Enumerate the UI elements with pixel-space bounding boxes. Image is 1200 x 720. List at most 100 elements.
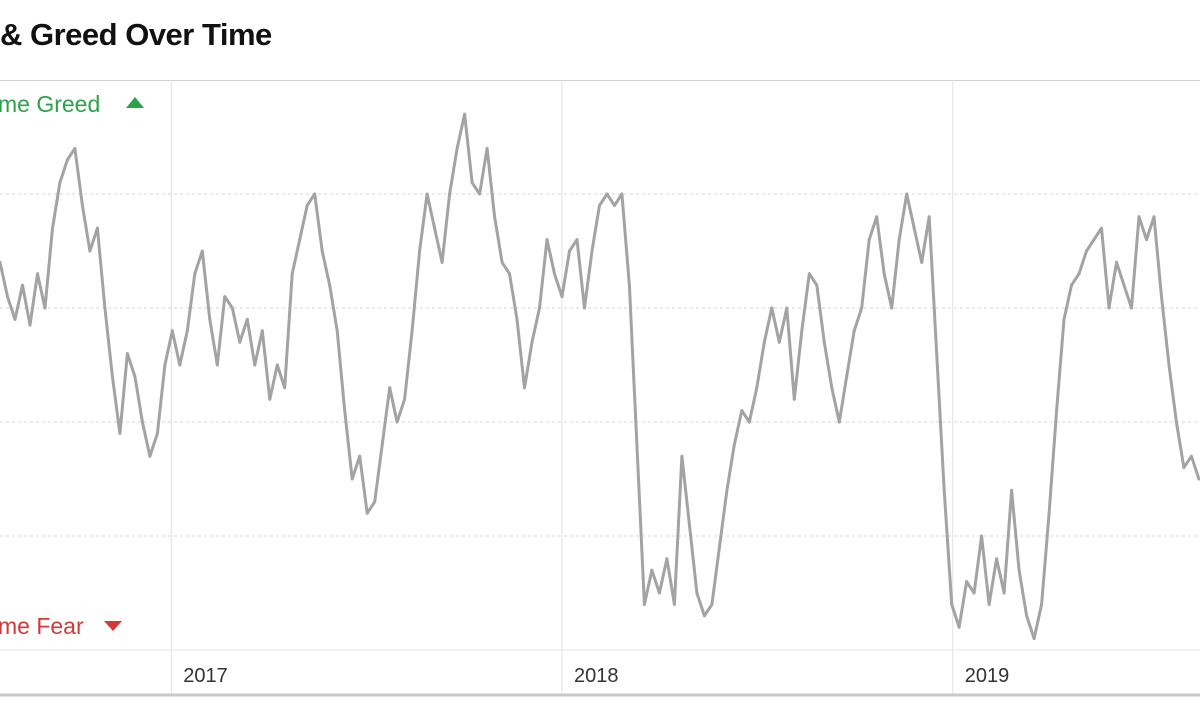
data-point bbox=[598, 203, 601, 207]
data-point bbox=[792, 397, 796, 401]
data-point bbox=[73, 146, 77, 150]
fear-marker: me Fear bbox=[0, 613, 122, 639]
data-point bbox=[672, 602, 676, 606]
data-point bbox=[245, 317, 249, 321]
data-point bbox=[178, 363, 182, 367]
data-point bbox=[605, 192, 609, 196]
data-point bbox=[815, 283, 819, 287]
data-point bbox=[200, 249, 204, 253]
data-point bbox=[1122, 283, 1126, 287]
data-point bbox=[410, 329, 414, 333]
data-point bbox=[298, 238, 302, 242]
data-point bbox=[732, 443, 736, 447]
data-point bbox=[43, 306, 47, 310]
data-point bbox=[500, 260, 504, 264]
data-point bbox=[777, 340, 781, 344]
data-point bbox=[942, 488, 946, 492]
data-point bbox=[740, 409, 744, 413]
data-point bbox=[845, 374, 849, 378]
data-point bbox=[1130, 306, 1133, 310]
data-point bbox=[920, 260, 924, 264]
data-point bbox=[208, 317, 212, 321]
data-point bbox=[695, 591, 699, 595]
data-point bbox=[358, 454, 362, 458]
data-point bbox=[95, 226, 99, 230]
data-point bbox=[822, 340, 826, 344]
data-point bbox=[155, 431, 159, 435]
data-point bbox=[110, 374, 114, 378]
data-point bbox=[627, 283, 631, 287]
data-point bbox=[1174, 420, 1178, 424]
data-point bbox=[253, 363, 257, 367]
data-point bbox=[6, 295, 9, 299]
data-point bbox=[343, 409, 347, 413]
data-point bbox=[51, 226, 54, 230]
data-point bbox=[1182, 466, 1186, 470]
data-point bbox=[373, 500, 377, 504]
data-point bbox=[1032, 637, 1036, 641]
data-point bbox=[148, 454, 152, 458]
data-point bbox=[170, 329, 174, 333]
data-point bbox=[1167, 363, 1171, 367]
data-point bbox=[80, 203, 84, 207]
data-point bbox=[553, 272, 556, 276]
greed-marker: me Greed bbox=[0, 91, 144, 117]
x-axis: 2017 2018 2019 bbox=[0, 649, 1200, 697]
data-point bbox=[950, 602, 954, 606]
data-point bbox=[1055, 409, 1059, 413]
fear-greed-series-line bbox=[0, 112, 1200, 641]
data-point bbox=[1137, 215, 1141, 219]
data-point bbox=[590, 249, 594, 253]
data-point bbox=[935, 352, 939, 356]
data-point bbox=[650, 568, 654, 572]
data-point bbox=[163, 363, 167, 367]
data-point bbox=[1040, 602, 1044, 606]
data-point bbox=[1160, 295, 1163, 299]
data-point bbox=[328, 283, 332, 287]
fear-down-arrow-icon bbox=[104, 621, 122, 631]
data-point bbox=[905, 192, 909, 196]
data-point bbox=[665, 557, 669, 561]
data-point bbox=[1062, 317, 1066, 321]
data-point bbox=[478, 192, 482, 196]
x-tick-label: 2017 bbox=[183, 665, 228, 687]
data-point bbox=[613, 203, 616, 207]
data-point bbox=[568, 249, 571, 253]
data-point bbox=[403, 397, 407, 401]
data-point bbox=[335, 329, 339, 333]
x-tick-label: 2019 bbox=[965, 665, 1010, 687]
data-point bbox=[545, 238, 549, 242]
data-point bbox=[680, 454, 684, 458]
chart-grid bbox=[0, 80, 1200, 695]
data-point bbox=[980, 534, 984, 538]
data-point bbox=[515, 317, 519, 321]
data-point bbox=[1115, 260, 1118, 264]
x-tick-label: 2018 bbox=[574, 665, 619, 687]
data-point bbox=[493, 215, 497, 219]
extreme-greed-label: me Greed bbox=[0, 91, 100, 117]
data-point bbox=[13, 317, 17, 321]
data-point bbox=[642, 602, 646, 606]
data-point bbox=[380, 443, 384, 447]
data-point bbox=[890, 306, 894, 310]
data-point bbox=[1152, 215, 1156, 219]
data-point bbox=[875, 215, 879, 219]
data-point bbox=[440, 260, 444, 264]
data-point bbox=[882, 272, 886, 276]
data-point bbox=[1092, 238, 1096, 242]
data-point bbox=[1047, 511, 1051, 515]
data-point bbox=[927, 215, 931, 219]
extreme-fear-label: me Fear bbox=[0, 613, 84, 639]
data-point bbox=[1010, 488, 1014, 492]
data-point bbox=[1145, 238, 1148, 242]
data-point bbox=[133, 374, 137, 378]
data-point bbox=[103, 306, 107, 310]
data-point bbox=[583, 306, 586, 310]
data-point bbox=[365, 511, 369, 515]
data-point bbox=[433, 226, 437, 230]
data-point bbox=[185, 329, 189, 333]
data-point bbox=[897, 238, 901, 242]
data-point bbox=[717, 545, 721, 549]
data-point bbox=[193, 272, 197, 276]
